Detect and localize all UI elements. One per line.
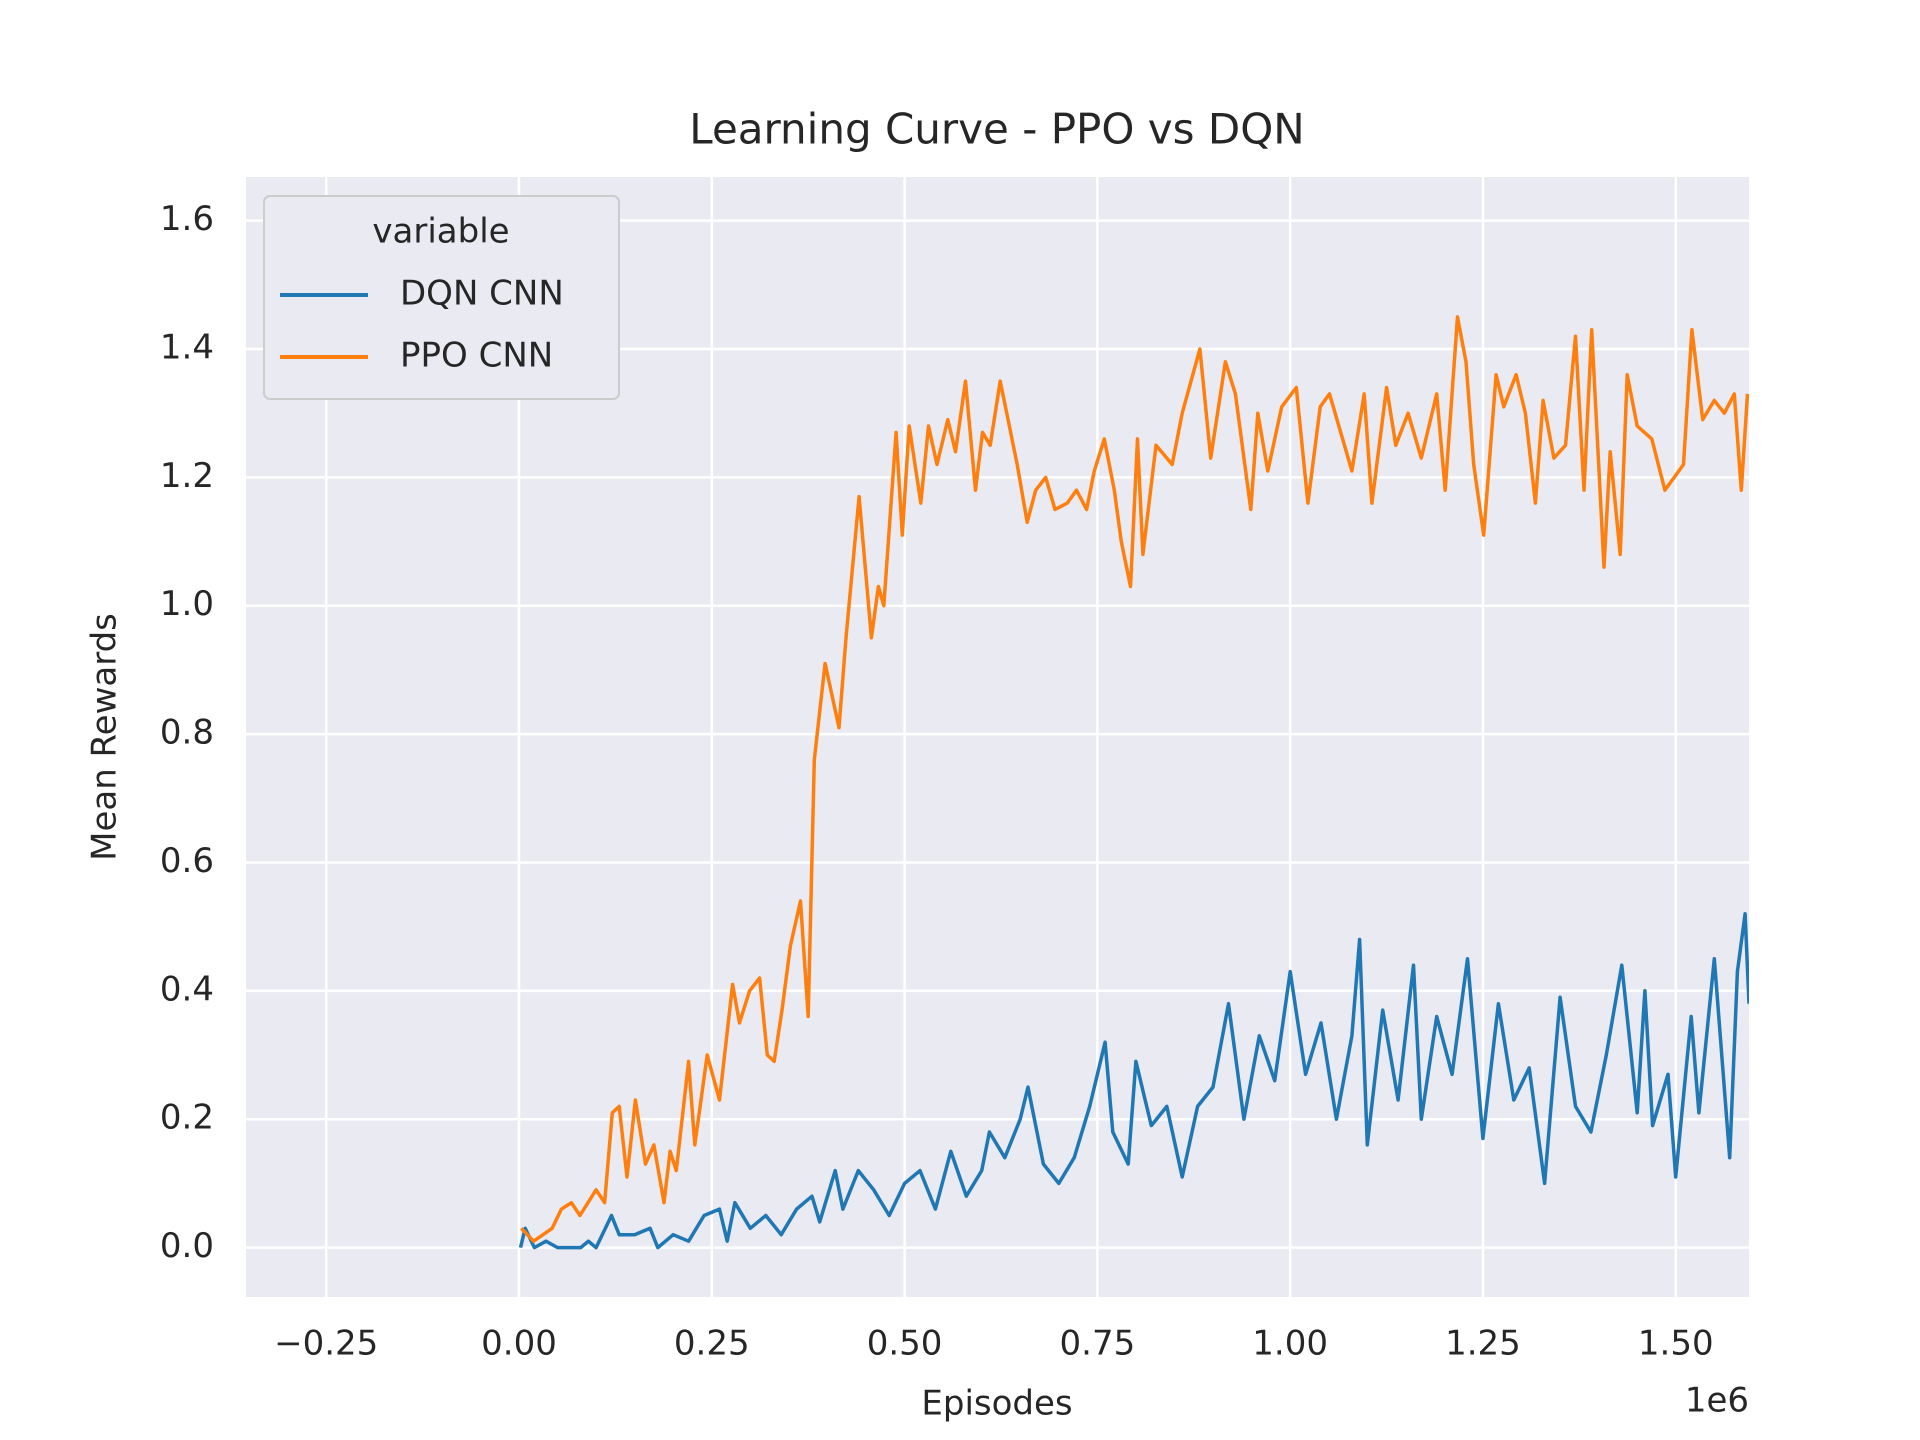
x-tick-label: 1.50 bbox=[1638, 1324, 1714, 1364]
y-tick-label: 0.6 bbox=[160, 841, 214, 881]
x-tick-label: 0.25 bbox=[674, 1324, 750, 1364]
y-axis-label: Mean Rewards bbox=[85, 613, 125, 861]
y-tick-label: 0.8 bbox=[160, 713, 214, 753]
x-axis-label: Episodes bbox=[921, 1384, 1072, 1424]
x-tick-label: 0.00 bbox=[481, 1324, 557, 1364]
x-tick-label: 0.75 bbox=[1060, 1324, 1136, 1364]
y-tick-label: 1.2 bbox=[160, 456, 214, 496]
grid bbox=[246, 177, 1749, 1297]
legend-label: PPO CNN bbox=[400, 336, 553, 376]
x-tick-label: −0.25 bbox=[274, 1324, 378, 1364]
series-line bbox=[520, 315, 1749, 1243]
x-tick-label: 1.00 bbox=[1252, 1324, 1328, 1364]
legend-title: variable bbox=[372, 212, 509, 252]
y-tick-label: 1.4 bbox=[160, 328, 214, 368]
legend-box bbox=[263, 195, 620, 400]
y-tick-label: 1.0 bbox=[160, 584, 214, 624]
x-offset-label: 1e6 bbox=[1685, 1381, 1749, 1421]
y-tick-label: 0.0 bbox=[160, 1226, 214, 1266]
series-line bbox=[518, 912, 1749, 1250]
legend: variable DQN CNN PPO CNN bbox=[263, 195, 620, 400]
y-tick-label: 0.4 bbox=[160, 969, 214, 1009]
x-tick-label: 0.50 bbox=[867, 1324, 943, 1364]
x-tick-label: 1.25 bbox=[1445, 1324, 1521, 1364]
chart-title: Learning Curve - PPO vs DQN bbox=[689, 105, 1304, 154]
y-tick-label: 1.6 bbox=[160, 199, 214, 239]
legend-label: DQN CNN bbox=[400, 274, 564, 314]
lines bbox=[518, 315, 1749, 1250]
y-tick-label: 0.2 bbox=[160, 1098, 214, 1138]
